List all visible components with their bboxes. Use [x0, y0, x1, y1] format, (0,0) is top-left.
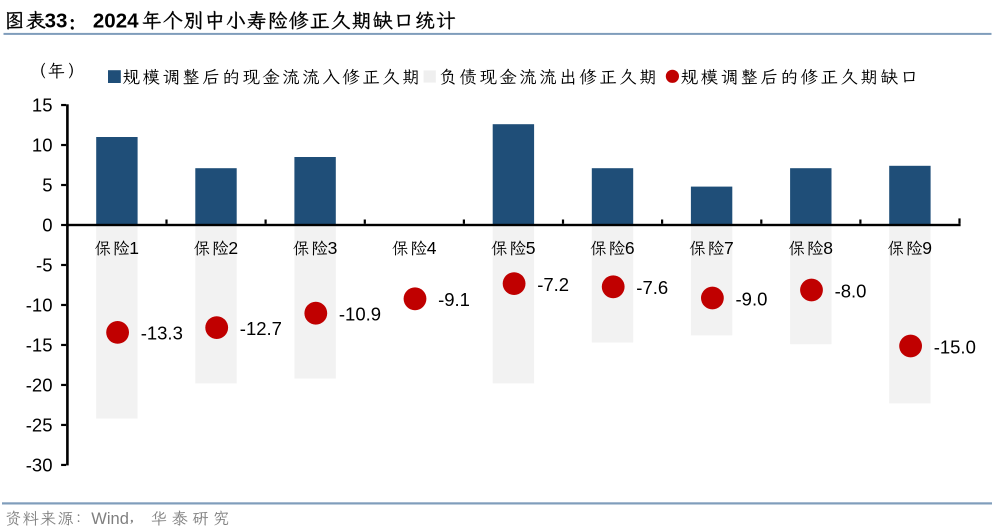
svg-text:7: 7 [724, 238, 734, 258]
svg-text:1: 1 [129, 238, 139, 258]
svg-text:9: 9 [922, 238, 932, 258]
svg-text:15: 15 [32, 95, 53, 116]
svg-text:-12.7: -12.7 [240, 318, 282, 339]
svg-text:-30: -30 [26, 455, 53, 476]
svg-text:-7.6: -7.6 [636, 277, 668, 298]
svg-text:5: 5 [42, 175, 52, 196]
svg-text:-9.1: -9.1 [438, 289, 470, 310]
svg-text:-15.0: -15.0 [934, 336, 976, 357]
svg-text:2024: 2024 [93, 10, 139, 33]
svg-text:3: 3 [328, 238, 338, 258]
svg-text:5: 5 [526, 238, 536, 258]
svg-text:-25: -25 [26, 415, 53, 436]
svg-text:4: 4 [427, 238, 437, 258]
svg-text:6: 6 [625, 238, 635, 258]
svg-text:Wind: Wind [91, 510, 129, 528]
svg-text:-13.3: -13.3 [141, 323, 183, 344]
svg-text:33: 33 [45, 10, 68, 33]
svg-text:-7.2: -7.2 [537, 274, 569, 295]
svg-text:-10.9: -10.9 [339, 303, 381, 324]
svg-text:10: 10 [32, 135, 53, 156]
svg-text:8: 8 [823, 238, 833, 258]
svg-text:-9.0: -9.0 [736, 288, 768, 309]
svg-text:-8.0: -8.0 [835, 280, 867, 301]
svg-text:-10: -10 [26, 295, 53, 316]
svg-text:2: 2 [228, 238, 238, 258]
svg-text:-15: -15 [26, 335, 53, 356]
svg-text:-20: -20 [26, 375, 53, 396]
svg-text:0: 0 [42, 215, 52, 236]
svg-text:-5: -5 [36, 255, 52, 276]
